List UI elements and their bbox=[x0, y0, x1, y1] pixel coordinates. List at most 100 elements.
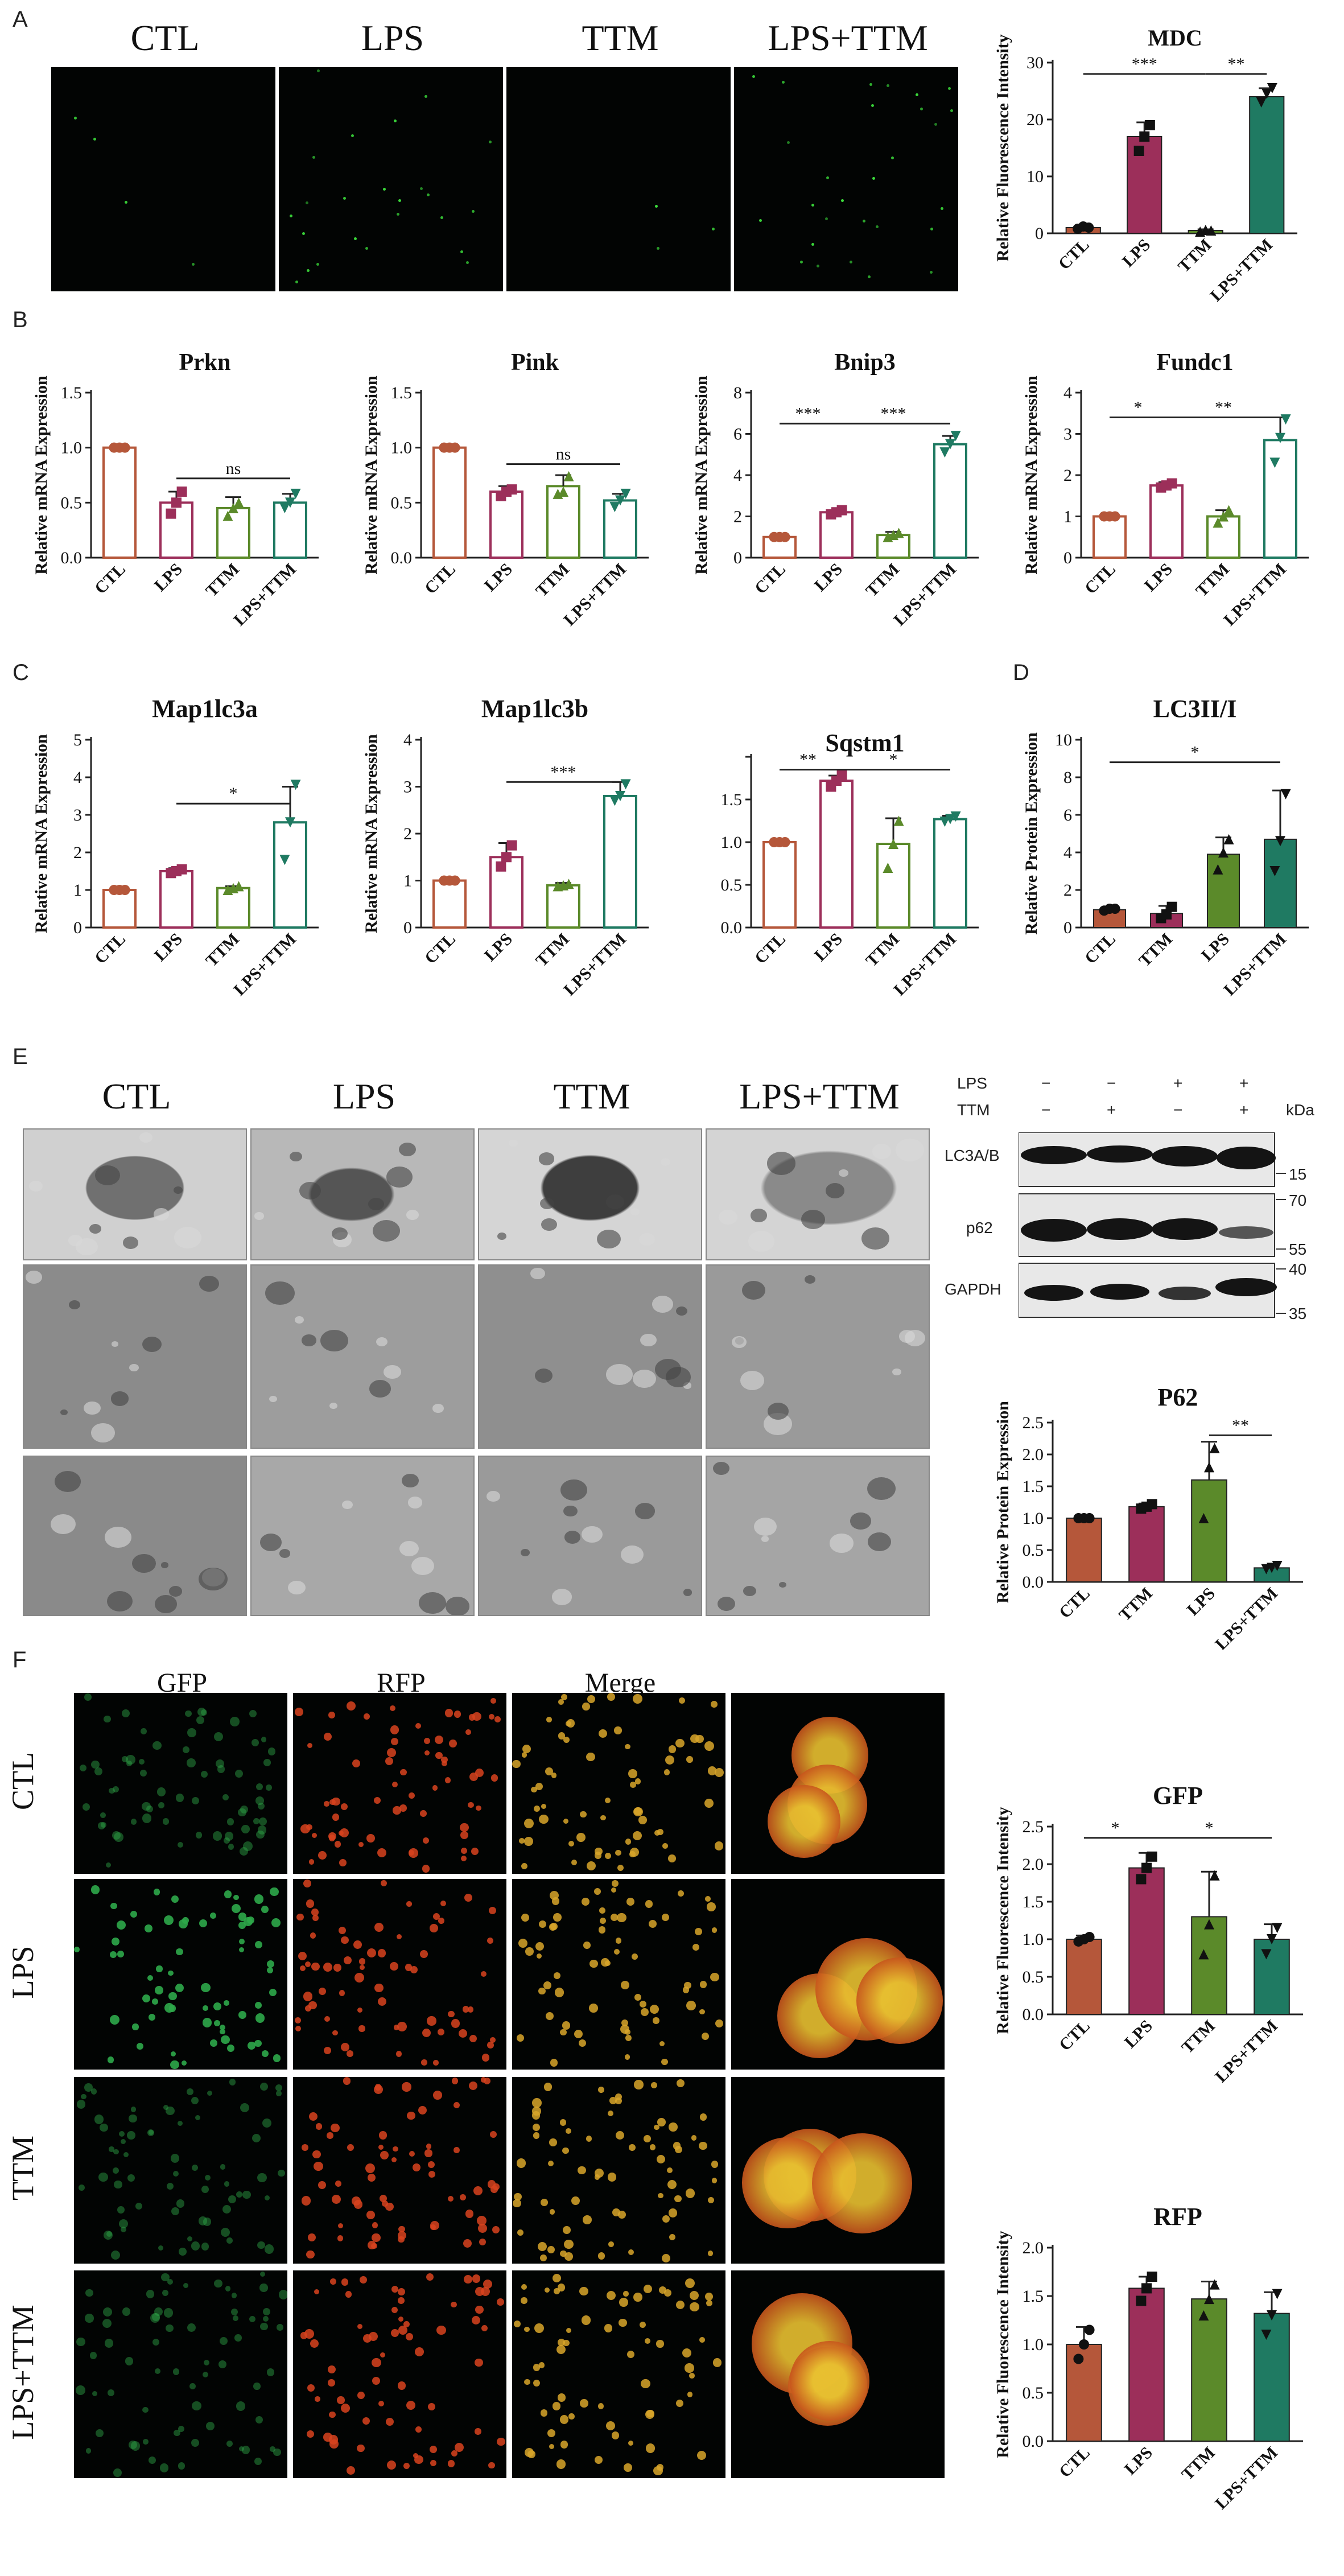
data-point bbox=[119, 442, 130, 453]
cell-dot bbox=[628, 2441, 634, 2446]
cell-dot bbox=[587, 1695, 595, 1703]
tem-organelle bbox=[84, 1401, 101, 1415]
cell-dot bbox=[85, 2448, 92, 2454]
cell-dot bbox=[323, 1962, 333, 1972]
cell-dot bbox=[123, 2152, 129, 2158]
cell-dot bbox=[126, 1755, 135, 1765]
wb-blot-image bbox=[1019, 1132, 1286, 1318]
cell-dot bbox=[532, 2107, 541, 2116]
cell-dot bbox=[654, 2124, 659, 2130]
panel-letter-c: C bbox=[13, 660, 29, 685]
fluorescent-dot bbox=[427, 193, 430, 196]
cell-dot bbox=[85, 2314, 94, 2323]
cell-dot bbox=[121, 1755, 129, 1762]
cell-dot bbox=[81, 2094, 86, 2100]
cell-dot bbox=[146, 1805, 154, 1813]
fluorescent-dot bbox=[93, 138, 97, 141]
cell-dot bbox=[318, 1988, 327, 1996]
tem-organelle bbox=[402, 1474, 419, 1487]
cell-dot bbox=[162, 2290, 168, 2297]
tem-organelle bbox=[509, 1139, 518, 1147]
mdc-image-lpsttm bbox=[734, 67, 958, 291]
cell-dot bbox=[201, 2243, 209, 2251]
cell-dot bbox=[645, 1900, 653, 1908]
tem-image bbox=[250, 1264, 475, 1449]
cell-dot bbox=[556, 2459, 566, 2469]
tem-organelle bbox=[768, 1403, 789, 1420]
cell-dot bbox=[581, 2315, 591, 2325]
cell-dot bbox=[568, 2413, 575, 2420]
cell-dot bbox=[538, 1988, 546, 1995]
cell-dot bbox=[266, 2368, 274, 2376]
cell-dot bbox=[546, 1717, 552, 1722]
cell-dot bbox=[315, 2123, 323, 2130]
cell-dot bbox=[641, 2379, 650, 2389]
cell-dot bbox=[705, 2293, 713, 2301]
cell-dot bbox=[659, 2286, 667, 2294]
cell-dot bbox=[380, 2151, 389, 2159]
cell-dot bbox=[309, 2112, 318, 2121]
cell-dot bbox=[276, 2091, 282, 2097]
cell-dot bbox=[304, 2329, 314, 2339]
cell-dot bbox=[550, 2059, 558, 2067]
cell-dot bbox=[277, 2324, 283, 2331]
cell-dot bbox=[632, 1831, 642, 1841]
fluorescence-image bbox=[74, 2270, 287, 2478]
fluorescent-dot bbox=[817, 264, 820, 267]
cell-dot bbox=[118, 2130, 125, 2137]
cell-dot bbox=[550, 1891, 559, 1901]
cell-dot bbox=[96, 2429, 104, 2438]
cell-dot bbox=[174, 2430, 180, 2437]
cell-dot bbox=[531, 2098, 542, 2108]
cell-dot bbox=[686, 1756, 693, 1763]
y-axis-label: Relative Protein Expression bbox=[993, 1401, 1012, 1604]
cell-dot bbox=[460, 1823, 469, 1832]
cell-dot bbox=[259, 2284, 268, 2292]
wb-lps-mark-3: + bbox=[1173, 1074, 1183, 1092]
cell-dot bbox=[519, 1838, 525, 1844]
cell-dot bbox=[407, 2112, 415, 2120]
tem-organelle bbox=[521, 1549, 530, 1556]
tem-organelle bbox=[198, 1567, 228, 1591]
x-tick-label: TTM bbox=[862, 930, 903, 971]
cell-dot bbox=[258, 1817, 267, 1826]
cell-dot bbox=[600, 1918, 607, 1924]
y-tick-label: 1 bbox=[1063, 508, 1072, 526]
fluorescent-dot bbox=[289, 215, 292, 218]
cell-dot bbox=[625, 1839, 632, 1845]
data-point bbox=[506, 484, 517, 495]
cell-dot bbox=[337, 2235, 344, 2241]
x-tick-label: CTL bbox=[91, 560, 129, 598]
data-point bbox=[1280, 789, 1291, 799]
bar-ctl bbox=[102, 446, 137, 559]
cell-dot bbox=[253, 1818, 260, 1825]
x-tick-label: TTM bbox=[1174, 236, 1215, 277]
cell-dot bbox=[409, 1792, 415, 1799]
cell-dot bbox=[241, 1825, 250, 1833]
tem-organelle bbox=[666, 1367, 691, 1387]
cell-dot bbox=[644, 2284, 653, 2294]
cell-dot bbox=[667, 2180, 677, 2190]
cell-dot bbox=[306, 2430, 315, 2438]
fluorescence-image bbox=[293, 2270, 506, 2478]
data-point bbox=[1083, 222, 1094, 233]
x-tick-label: CTL bbox=[1056, 2017, 1094, 2055]
bar-ttm bbox=[216, 887, 250, 929]
cell-dot bbox=[311, 1962, 320, 1971]
tem-organelle bbox=[110, 1391, 129, 1406]
y-tick-label: 0.5 bbox=[391, 493, 413, 512]
cell-dot bbox=[476, 2215, 487, 2225]
cell-dot bbox=[662, 1843, 669, 1849]
cell-dot bbox=[140, 1728, 147, 1734]
fluorescent-dot bbox=[934, 123, 938, 126]
cell-dot bbox=[560, 2441, 568, 2449]
wb-marker-35: 35 bbox=[1289, 1305, 1307, 1322]
cell-dot bbox=[631, 1953, 638, 1960]
mdc-image-ctl bbox=[51, 67, 275, 291]
cell-dot bbox=[323, 1732, 332, 1741]
bar-lps-ttm bbox=[933, 443, 967, 559]
x-tick-label: TTM bbox=[1178, 2017, 1219, 2058]
cell-dot bbox=[469, 2034, 477, 2042]
cell-dot bbox=[367, 2173, 376, 2182]
cell-dot bbox=[626, 1898, 634, 1906]
